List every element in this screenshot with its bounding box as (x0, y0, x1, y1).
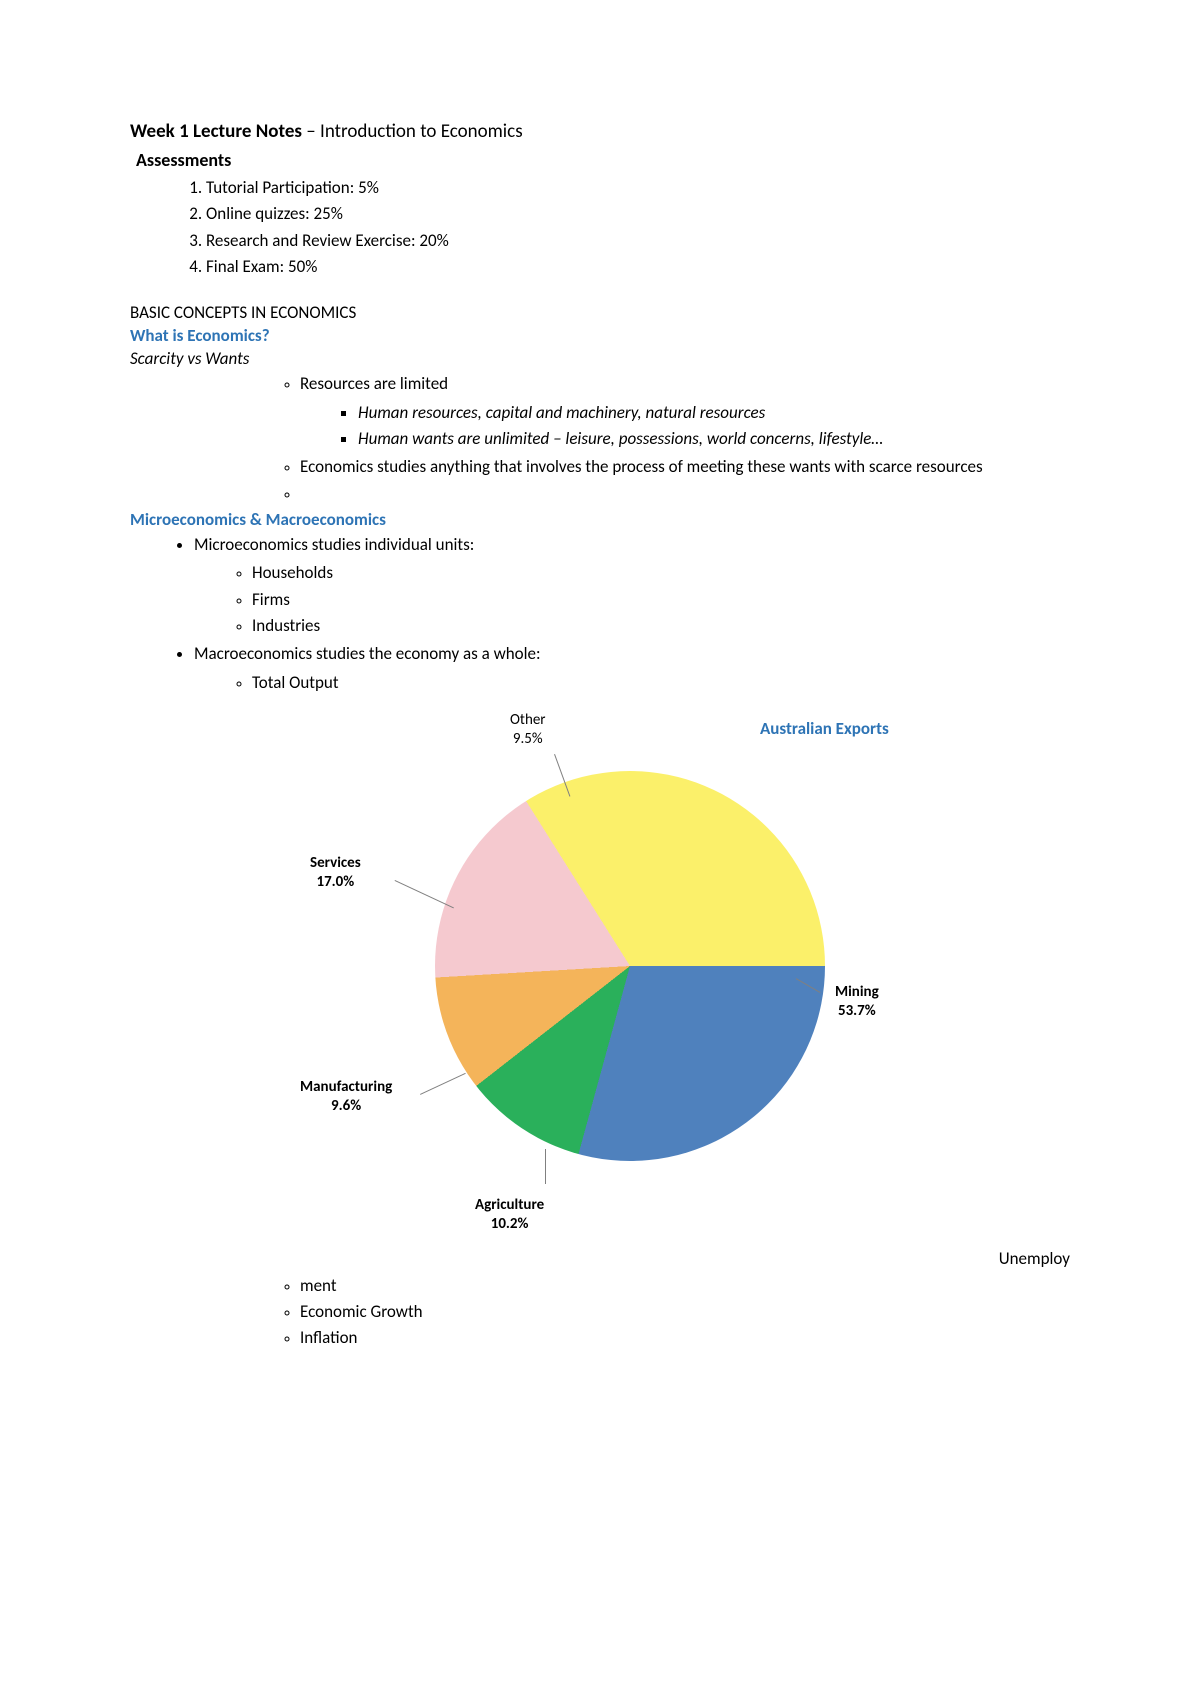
title-sub: – Introduction to Economics (302, 120, 523, 143)
micro-sublist: Households Firms Industries (194, 560, 1070, 639)
pie-chart-title: Australian Exports (760, 718, 889, 739)
ment-text: ment (300, 1275, 337, 1296)
what-is-economics-heading: What is Economics? (130, 325, 1070, 346)
list-item: Microeconomics studies individual units:… (194, 532, 1070, 639)
list-item: Total Output (252, 670, 1070, 696)
list-item: Human wants are unlimited – leisure, pos… (358, 426, 1070, 452)
concepts-heading: BASIC CONCEPTS IN ECONOMICS (130, 302, 1070, 323)
list-item: Industries (252, 613, 1070, 639)
unemploy-text-right: Unemploy (999, 1246, 1070, 1272)
list-item: Economic Growth (300, 1299, 1070, 1325)
list-item: Human resources, capital and machinery, … (358, 400, 1070, 426)
list-item: Inflation (300, 1325, 1070, 1351)
list-text: Resources are limited (300, 373, 448, 394)
list-item: Economics studies anything that involves… (300, 454, 1070, 480)
scarcity-sublist: Human resources, capital and machinery, … (300, 400, 1070, 453)
list-item: Research and Review Exercise: 20% (206, 228, 1070, 254)
list-text: Microeconomics studies individual units: (194, 534, 474, 555)
list-item: Tutorial Participation: 5% (206, 175, 1070, 201)
macro-continued-list: Unemploy ment Economic Growth Inflation (130, 1246, 1070, 1351)
document-page: Week 1 Lecture Notes – Introduction to E… (0, 0, 1200, 1412)
pie-slice-label: Agriculture10.2% (475, 1196, 544, 1234)
pie-slice-label: Other9.5% (510, 711, 546, 749)
pie-slice-label: Manufacturing9.6% (300, 1078, 392, 1116)
list-text: Macroeconomics studies the economy as a … (194, 643, 541, 664)
pie-leader-line (420, 1073, 466, 1095)
scarcity-list: Resources are limited Human resources, c… (130, 371, 1070, 507)
pie-leader-line (395, 880, 454, 908)
list-item: Final Exam: 50% (206, 254, 1070, 280)
list-item: Online quizzes: 25% (206, 201, 1070, 227)
micro-list: Microeconomics studies individual units:… (130, 532, 1070, 696)
list-item-empty (300, 481, 1070, 507)
list-item: Unemploy ment (300, 1246, 1070, 1299)
list-item: Macroeconomics studies the economy as a … (194, 641, 1070, 696)
assessments-heading: Assessments (130, 149, 1070, 171)
assessments-list: Tutorial Participation: 5% Online quizze… (130, 175, 1070, 280)
page-title: Week 1 Lecture Notes – Introduction to E… (130, 120, 1070, 143)
micro-macro-heading: Microeconomics & Macroeconomics (130, 509, 1070, 530)
macro-sublist: Total Output (194, 670, 1070, 696)
list-item: Households (252, 560, 1070, 586)
pie-slice-label: Mining53.7% (835, 983, 879, 1021)
pie-chart (435, 771, 825, 1161)
list-item: Resources are limited Human resources, c… (300, 371, 1070, 452)
scarcity-subheading: Scarcity vs Wants (130, 348, 1070, 369)
list-item: Firms (252, 587, 1070, 613)
pie-slice-label: Services17.0% (310, 854, 361, 892)
pie-leader-line (545, 1149, 546, 1184)
pie-chart-container: Australian Exports Mining53.7% Agricultur… (230, 706, 990, 1246)
title-bold: Week 1 Lecture Notes (130, 120, 302, 143)
